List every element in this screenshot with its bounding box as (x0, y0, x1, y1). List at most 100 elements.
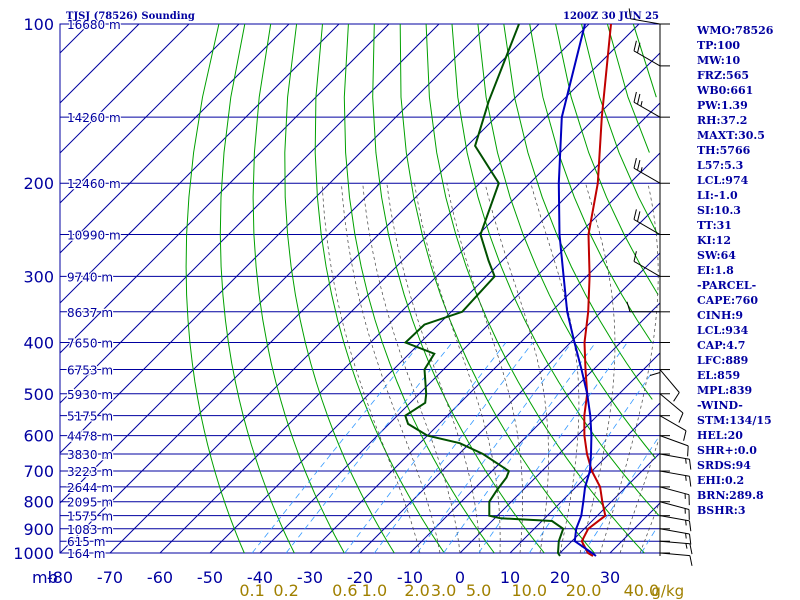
wind-barb-half-feather (685, 520, 687, 526)
wind-barb-feather (633, 91, 637, 103)
dry-adiabat (252, 23, 345, 554)
wind-barb-feather (633, 251, 637, 262)
wind-barb-feather (678, 412, 684, 423)
mixing-ratio-label: 0.6 (332, 581, 357, 600)
index-item: HEL:20 (697, 429, 743, 442)
height-label: 16680 m (67, 18, 121, 32)
moist-adiabat (619, 439, 660, 554)
index-item: SHR+:0.0 (697, 444, 757, 457)
index-item: STM:134/15 (697, 414, 772, 427)
pressure-label: 500 (23, 385, 54, 404)
wind-barb-feather (633, 157, 637, 169)
isotherm-line (59, 23, 190, 154)
wind-barb-staff (659, 501, 690, 510)
wind-barb-half-feather (685, 533, 687, 539)
index-item: TT:31 (697, 219, 732, 232)
wind-barb-feather (637, 159, 641, 171)
wind-barb-feather (637, 93, 641, 105)
temperature-tick-label: 0 (455, 568, 465, 587)
temperature-tick-label: -10 (397, 568, 423, 587)
wind-barb-staff (659, 470, 690, 477)
station-title: TJSJ (78526) Sounding (66, 11, 195, 22)
temperature-tick-label: -80 (47, 568, 73, 587)
wind-barb-half-feather (685, 458, 687, 464)
isotherm-line (509, 402, 661, 554)
index-item: -WIND- (697, 399, 743, 412)
isotherm-line (259, 152, 661, 554)
dry-adiabat (477, 23, 657, 459)
mixing-ratio-line (251, 342, 422, 554)
index-item: TH:5766 (697, 144, 751, 157)
wind-barb-staff (630, 18, 661, 25)
dewpoint-curve (403, 23, 565, 557)
temperature-tick-label: 30 (600, 568, 620, 587)
height-label: 7650 m (67, 336, 113, 350)
height-label: 1575 m (67, 510, 113, 524)
isotherm-line (459, 352, 661, 554)
temperature-tick-label: -30 (297, 568, 323, 587)
wind-barb-staff (659, 486, 690, 496)
temperature-tick-label: 20 (550, 568, 570, 587)
index-item: WB0:661 (697, 84, 754, 97)
temperature-tick-label: -50 (197, 568, 223, 587)
wind-barb-staff (659, 369, 680, 393)
mixing-ratio-label: 1.0 (362, 581, 387, 600)
index-item: LCL:934 (697, 324, 749, 337)
pressure-label: 300 (23, 267, 54, 286)
height-label: 3830 m (67, 448, 113, 462)
moist-adiabat (579, 183, 616, 554)
mixing-ratio-line (344, 342, 507, 554)
pressure-label: 600 (23, 427, 54, 446)
mixing-ratio-line (374, 342, 534, 554)
x-unit-label: mb (32, 568, 58, 587)
isotherm-line (59, 23, 240, 204)
height-label: 2095 m (67, 496, 113, 510)
isotherm-line (59, 23, 540, 504)
wind-barb-feather (689, 476, 692, 487)
wind-barb-half-feather (685, 475, 687, 481)
moist-adiabat (599, 183, 659, 554)
wind-barb-staff (633, 50, 661, 67)
moist-adiabat (414, 183, 501, 554)
wind-barb-staff (659, 552, 690, 557)
mixing-ratio-line (285, 342, 453, 554)
pressure-label: 900 (23, 520, 54, 539)
wind-barb-staff (659, 528, 690, 535)
sounding-time: 1200Z 30 JUN 25 (563, 11, 659, 22)
dry-adiabat (372, 23, 545, 554)
pressure-label: 1000 (13, 544, 54, 563)
isotherm-line (59, 23, 440, 404)
index-item: SRDS:94 (697, 459, 751, 472)
height-label: 615 m (67, 535, 105, 549)
temperature-tick-label: -70 (97, 568, 123, 587)
wind-barb-feather (637, 211, 641, 222)
wind-barb-feather (626, 301, 631, 312)
index-item: CINH:9 (697, 309, 744, 322)
index-item: SI:10.3 (697, 204, 741, 217)
temperature-tick-label: -20 (347, 568, 373, 587)
height-label: 2644 m (67, 481, 113, 495)
dry-adiabat (284, 23, 395, 554)
isotherm-line (109, 23, 640, 554)
wind-barb-feather (689, 555, 693, 566)
wind-barb-feather (637, 42, 641, 54)
wind-barb-staff (659, 435, 689, 447)
index-item: RH:37.2 (697, 114, 748, 127)
isotherm-line (59, 23, 390, 354)
height-label: 3223 m (67, 465, 113, 479)
wind-barb-half-feather (640, 100, 643, 107)
temperature-tick-label: -60 (147, 568, 173, 587)
wind-barb-feather (633, 209, 637, 220)
dry-adiabat (581, 23, 659, 235)
mixing-ratio-label: 5.0 (466, 581, 491, 600)
isotherm-line (409, 302, 661, 554)
wind-barb-feather (689, 543, 693, 555)
isotherm-line (159, 52, 661, 554)
mixing-ratio-label: 0.1 (239, 581, 264, 600)
pressure-label: 100 (23, 15, 54, 34)
indices-panel: WMO:78526 TP:100 MW:10 FRZ:565 WB0:661 PW:1.3… (697, 23, 773, 518)
wind-barb-feather (689, 520, 692, 532)
mixing-ratio-line (583, 435, 660, 554)
isotherm-line (309, 202, 661, 554)
isotherm-line (359, 252, 661, 554)
